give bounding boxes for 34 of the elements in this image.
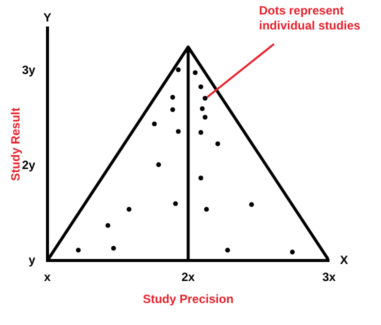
point	[290, 250, 295, 254]
point	[200, 106, 205, 112]
y-tick-label: y	[28, 252, 36, 267]
y-tick-label: 2y	[22, 158, 36, 172]
point	[198, 84, 204, 90]
y-axis-title: Study Result	[8, 108, 22, 181]
point	[198, 130, 204, 135]
point	[170, 94, 176, 100]
point	[173, 201, 178, 206]
point	[111, 246, 116, 251]
point	[126, 206, 132, 212]
point	[198, 176, 204, 180]
x-tick-label: 3x	[322, 270, 336, 284]
point	[204, 206, 209, 212]
point	[156, 162, 161, 168]
point	[202, 96, 208, 101]
x-axis-title: Study Precision	[142, 292, 234, 306]
point	[249, 202, 254, 207]
text: X	[340, 252, 348, 267]
point	[76, 248, 81, 253]
annotation: Dots represent individual studies	[259, 3, 361, 32]
point	[176, 129, 181, 134]
point	[152, 121, 157, 126]
point	[225, 248, 230, 253]
x-tick-label: 2x	[181, 270, 196, 284]
y-tick-label: 3y	[22, 63, 36, 78]
point	[192, 70, 198, 76]
point	[215, 141, 220, 146]
point	[202, 114, 208, 120]
point	[170, 107, 176, 112]
point	[106, 223, 110, 228]
point	[176, 67, 181, 72]
text: Y	[43, 10, 52, 24]
x-tick-label: x	[44, 270, 52, 284]
